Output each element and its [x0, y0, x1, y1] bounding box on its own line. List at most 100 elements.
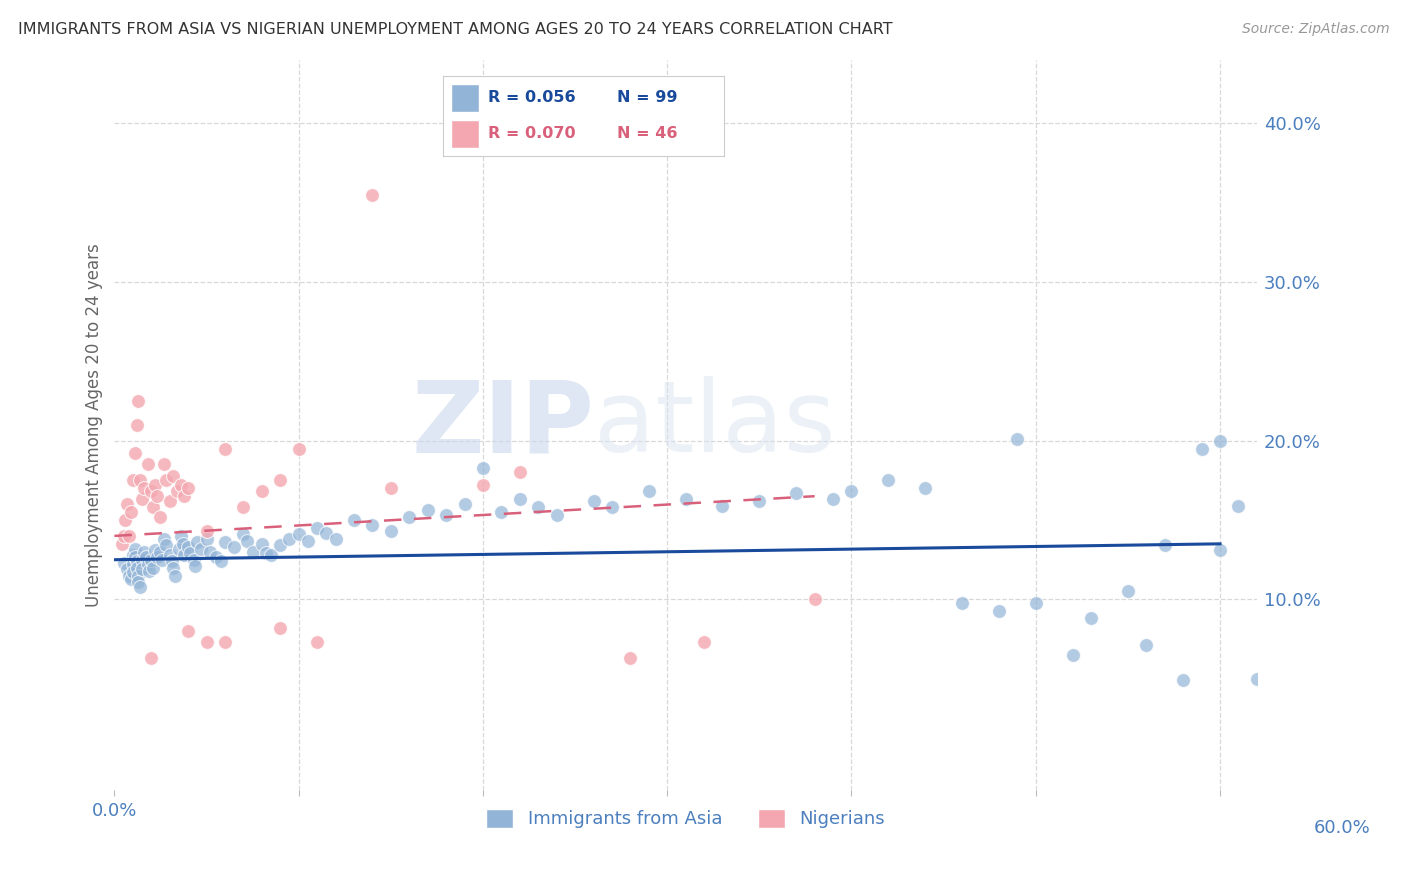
Text: IMMIGRANTS FROM ASIA VS NIGERIAN UNEMPLOYMENT AMONG AGES 20 TO 24 YEARS CORRELAT: IMMIGRANTS FROM ASIA VS NIGERIAN UNEMPLO… — [18, 22, 893, 37]
Point — [121, 558, 143, 572]
Point — [1025, 596, 1047, 610]
Point — [242, 545, 264, 559]
Point — [453, 497, 475, 511]
Point — [111, 537, 134, 551]
Text: ZIP: ZIP — [412, 376, 595, 474]
Point — [260, 548, 283, 562]
Point — [675, 492, 697, 507]
Point — [124, 549, 146, 564]
Point — [1246, 672, 1268, 686]
Point — [416, 503, 439, 517]
Point — [1007, 432, 1029, 446]
Point — [124, 541, 146, 556]
Point — [129, 473, 152, 487]
Point — [307, 521, 329, 535]
Point — [142, 560, 165, 574]
Point — [269, 538, 291, 552]
Point — [297, 533, 319, 548]
Point — [287, 442, 309, 456]
Point — [877, 473, 900, 487]
Point — [112, 529, 135, 543]
Point — [117, 562, 139, 576]
Point — [155, 473, 177, 487]
Point — [153, 458, 176, 472]
Point — [132, 545, 155, 559]
Point — [748, 494, 770, 508]
Point — [471, 478, 494, 492]
Point — [950, 596, 973, 610]
Point — [166, 484, 188, 499]
Point — [127, 574, 149, 589]
Point — [162, 560, 184, 574]
Point — [398, 509, 420, 524]
Point — [143, 478, 166, 492]
Point — [131, 562, 153, 576]
Point — [131, 492, 153, 507]
Point — [250, 484, 273, 499]
Point — [1116, 584, 1139, 599]
Point — [177, 481, 200, 495]
Point — [361, 517, 384, 532]
Point — [693, 635, 716, 649]
Point — [637, 484, 659, 499]
Point — [841, 484, 863, 499]
Point — [343, 513, 366, 527]
Point — [125, 560, 148, 574]
Point — [138, 564, 160, 578]
Point — [325, 532, 347, 546]
Point — [361, 187, 384, 202]
Point — [179, 546, 201, 560]
Point — [471, 460, 494, 475]
Point — [125, 554, 148, 568]
Point — [146, 489, 169, 503]
Point — [785, 486, 807, 500]
Point — [380, 524, 402, 538]
Y-axis label: Unemployment Among Ages 20 to 24 years: Unemployment Among Ages 20 to 24 years — [86, 243, 103, 607]
Point — [127, 568, 149, 582]
Point — [232, 500, 254, 515]
Point — [600, 500, 623, 515]
Point — [125, 417, 148, 432]
Point — [177, 540, 200, 554]
Point — [278, 532, 301, 546]
Point — [224, 540, 246, 554]
Point — [112, 556, 135, 570]
Point — [167, 541, 190, 556]
Point — [195, 524, 218, 538]
Point — [150, 552, 173, 566]
Point — [160, 554, 183, 568]
Point — [165, 568, 187, 582]
Text: Source: ZipAtlas.com: Source: ZipAtlas.com — [1241, 22, 1389, 37]
Point — [186, 535, 208, 549]
Point — [141, 552, 163, 566]
Point — [117, 497, 139, 511]
Text: atlas: atlas — [595, 376, 837, 474]
Point — [1191, 442, 1213, 456]
Point — [1153, 538, 1175, 552]
Point — [124, 446, 146, 460]
Text: R = 0.056: R = 0.056 — [488, 90, 575, 105]
Point — [1209, 434, 1232, 448]
Point — [114, 513, 136, 527]
Point — [214, 635, 236, 649]
Point — [136, 558, 159, 572]
Point — [823, 492, 845, 507]
Text: R = 0.070: R = 0.070 — [488, 126, 575, 141]
Point — [155, 538, 177, 552]
Point — [232, 527, 254, 541]
Point — [118, 529, 141, 543]
Point — [914, 481, 936, 495]
Point — [162, 468, 184, 483]
Point — [380, 481, 402, 495]
Point — [120, 572, 142, 586]
Point — [170, 478, 193, 492]
Point — [269, 473, 291, 487]
Point — [269, 621, 291, 635]
Point — [1227, 499, 1250, 513]
Point — [149, 545, 172, 559]
Point — [173, 548, 195, 562]
Point — [127, 393, 149, 408]
Point — [159, 494, 181, 508]
Point — [170, 529, 193, 543]
Point — [1062, 648, 1084, 662]
